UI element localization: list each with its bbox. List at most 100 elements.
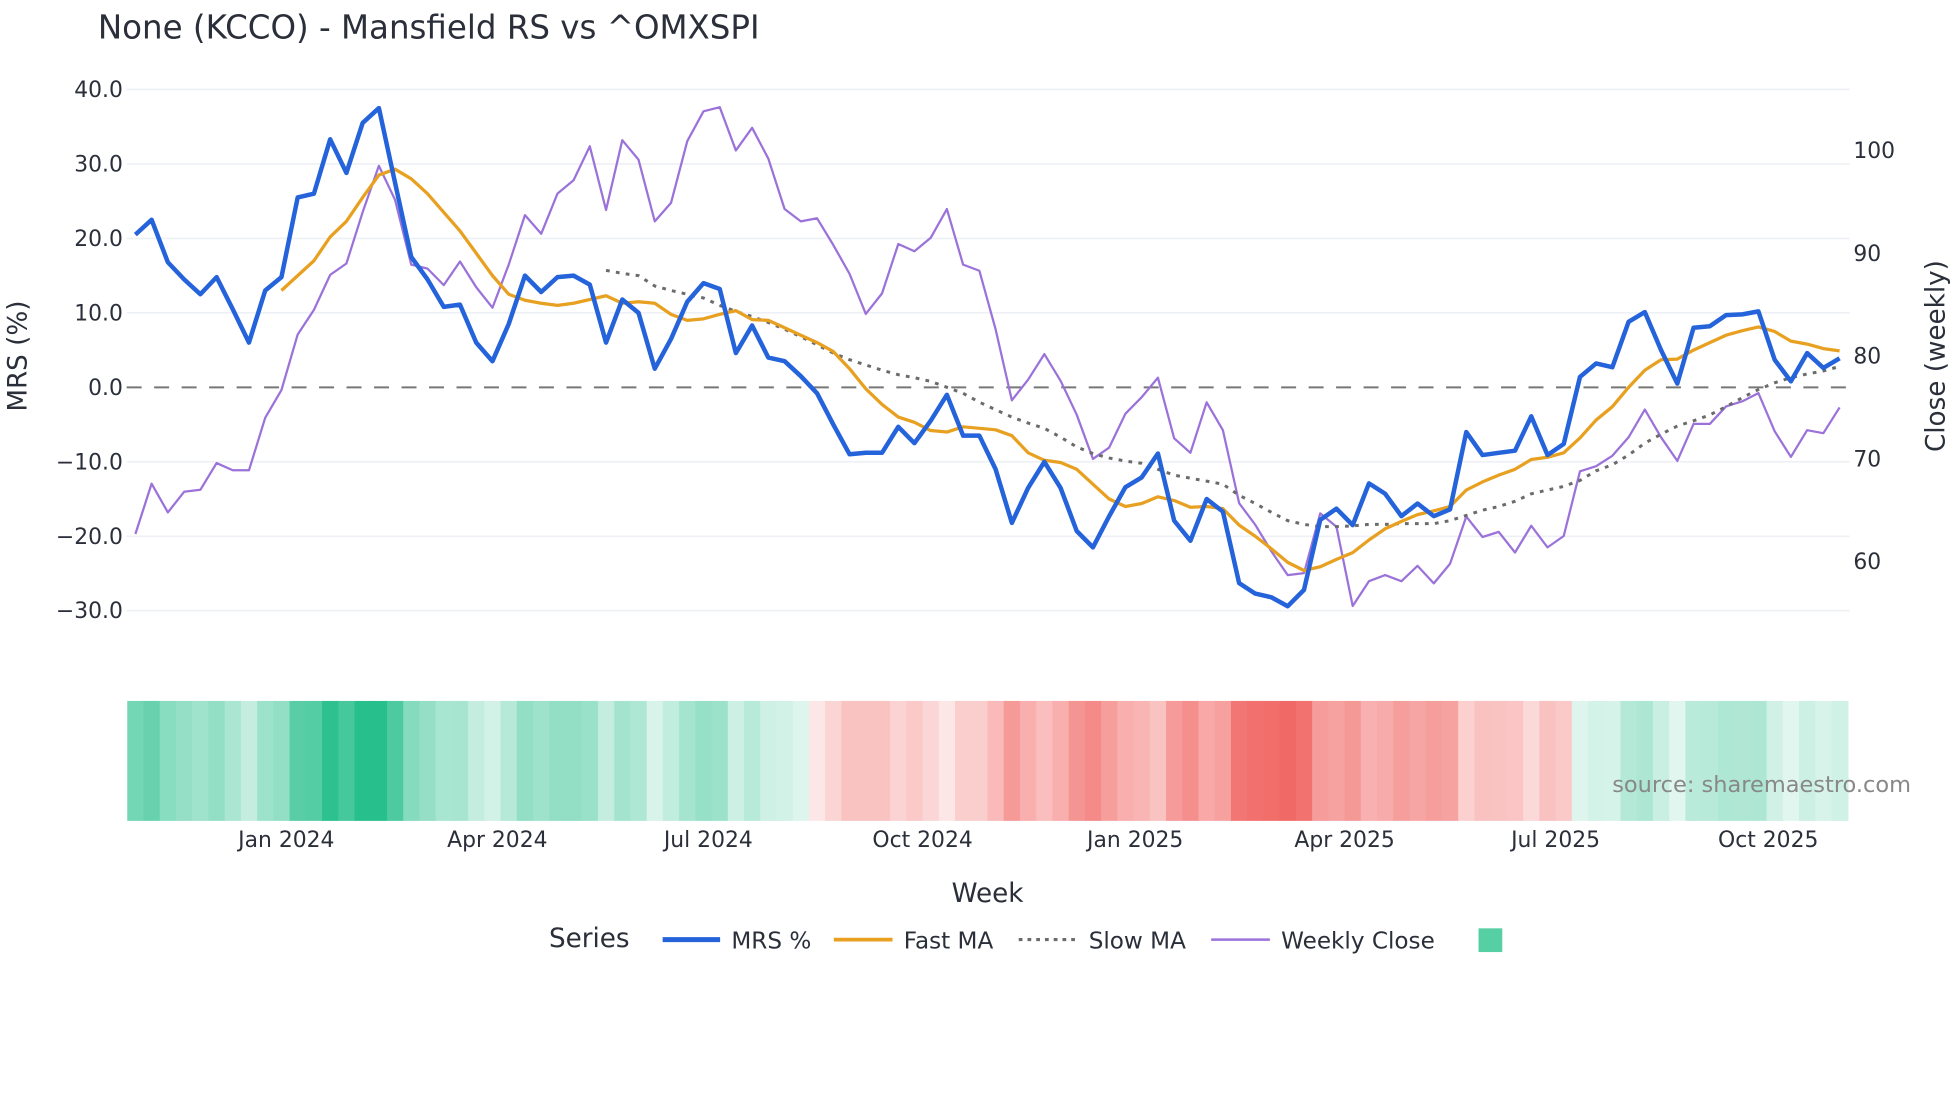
heatmap-cell: [419, 700, 437, 821]
y-axis-right-ticks: 100 90 80 70 60: [1853, 139, 1895, 575]
y2-tick-label: 60: [1853, 550, 1881, 575]
series-line-weekly-close: [134, 106, 1841, 608]
heatmap-cell: [890, 700, 908, 821]
heatmap-cell: [1588, 700, 1606, 821]
y-tick-label: 40.0: [74, 78, 123, 103]
heatmap-cell: [175, 700, 193, 821]
heatmap-cell: [955, 700, 973, 821]
heatmap-cell: [1198, 700, 1216, 821]
heatmap-cell: [873, 700, 891, 821]
heatmap-cell: [1182, 700, 1200, 821]
x-tick-label: Jul 2024: [662, 828, 753, 853]
heatmap-cell: [1117, 700, 1135, 821]
y-axis-right-title: Close (weekly): [1922, 260, 1952, 452]
heatmap-cell: [711, 700, 729, 821]
heatmap-cell: [630, 700, 648, 821]
heatmap-cell: [776, 700, 794, 821]
legend-item-weekly-close[interactable]: Weekly Close: [1211, 928, 1435, 954]
heatmap-cell: [1377, 700, 1395, 821]
legend-swatch-heatmap[interactable]: [1478, 928, 1503, 953]
heatmap-cell: [1490, 700, 1508, 821]
heatmap-cell: [1003, 700, 1021, 821]
heatmap-cell: [1636, 700, 1654, 821]
heatmap-cell: [1523, 700, 1541, 821]
heatmap-cell: [240, 700, 258, 821]
heatmap-cell: [1799, 700, 1817, 821]
heatmap-cell: [1133, 700, 1151, 821]
legend-label-weekly-close: Weekly Close: [1281, 928, 1435, 954]
heatmap-cell: [257, 700, 275, 821]
heatmap-cell: [1360, 700, 1378, 821]
x-axis-title: Week: [952, 879, 1025, 909]
heatmap-cell: [1815, 700, 1833, 821]
heatmap-cell: [549, 700, 567, 821]
heatmap-cell: [1312, 700, 1330, 821]
heatmap-cell: [468, 700, 486, 821]
heatmap-cell: [679, 700, 697, 821]
heatmap-cell: [1652, 700, 1670, 821]
heatmap-cell: [192, 700, 210, 821]
legend-item-fast-ma[interactable]: Fast MA: [833, 928, 994, 954]
heatmap-cell: [1571, 700, 1589, 821]
heatmap-cell: [1506, 700, 1524, 821]
heatmap-cell: [533, 700, 551, 821]
heatmap-cell: [386, 700, 404, 821]
heatmap-cell: [1101, 700, 1119, 821]
x-axis-ticks: Jan 2024 Apr 2024 Jul 2024 Oct 2024 Jan 2025…: [236, 828, 1818, 853]
heatmap-cell: [987, 700, 1005, 821]
heatmap-cell: [841, 700, 859, 821]
heatmap-cell: [1019, 700, 1037, 821]
y-tick-label: 10.0: [74, 301, 123, 326]
heatmap-cell: [1734, 700, 1752, 821]
y2-tick-label: 70: [1853, 447, 1881, 472]
series-lines: [133, 105, 1841, 609]
heatmap-cell: [1474, 700, 1492, 821]
legend-label-slow-ma: Slow MA: [1089, 928, 1186, 954]
heatmap-cell: [792, 700, 810, 821]
y-axis-left-title: MRS (%): [4, 300, 34, 411]
heatmap-cell: [1685, 700, 1703, 821]
heatmap-cell: [1782, 700, 1800, 821]
heatmap-cell: [1214, 700, 1232, 821]
heatmap-cell: [1669, 700, 1687, 821]
heatmap-cell: [451, 700, 469, 821]
y-tick-label: −10.0: [56, 450, 123, 475]
heatmap-cell: [1149, 700, 1167, 821]
heatmap-cell: [159, 700, 177, 821]
heatmap-cell: [273, 700, 291, 821]
heatmap-cell: [1409, 700, 1427, 821]
heatmap-cell: [808, 700, 826, 821]
heatmap-cell: [1230, 700, 1248, 821]
legend-item-mrs[interactable]: MRS %: [662, 928, 812, 954]
heatmap-cell: [354, 700, 372, 821]
heatmap-cell: [597, 700, 615, 821]
heatmap-cell: [971, 700, 989, 821]
x-tick-label: Apr 2025: [1294, 828, 1394, 853]
chart-title: None (KCCO) - Mansfield RS vs ^OMXSPI: [98, 9, 760, 47]
heatmap-cell: [338, 700, 356, 821]
y-tick-label: −20.0: [56, 525, 123, 550]
heatmap-cell: [1701, 700, 1719, 821]
heatmap-cell: [305, 700, 323, 821]
x-tick-label: Jul 2025: [1509, 828, 1600, 853]
heatmap-cell: [1831, 700, 1849, 821]
heatmap-cell: [1052, 700, 1070, 821]
x-tick-label: Oct 2024: [872, 828, 972, 853]
heatmap-cell: [857, 700, 875, 821]
legend-label-mrs: MRS %: [731, 928, 811, 954]
legend-label-fast-ma: Fast MA: [904, 928, 994, 954]
legend-title: Series: [549, 924, 630, 954]
heatmap-cell: [208, 700, 226, 821]
heatmap-strip: [127, 700, 1849, 821]
heatmap-cell: [1344, 700, 1362, 821]
series-line-fast-ma: [280, 167, 1840, 573]
heatmap-cell: [662, 700, 680, 821]
series-line-slow-ma: [605, 268, 1841, 529]
heatmap-cell: [1393, 700, 1411, 821]
heatmap-cell: [1604, 700, 1622, 821]
heatmap-cell: [581, 700, 599, 821]
legend-item-slow-ma[interactable]: Slow MA: [1018, 928, 1186, 954]
heatmap-cell: [565, 700, 583, 821]
heatmap-cell: [500, 700, 518, 821]
